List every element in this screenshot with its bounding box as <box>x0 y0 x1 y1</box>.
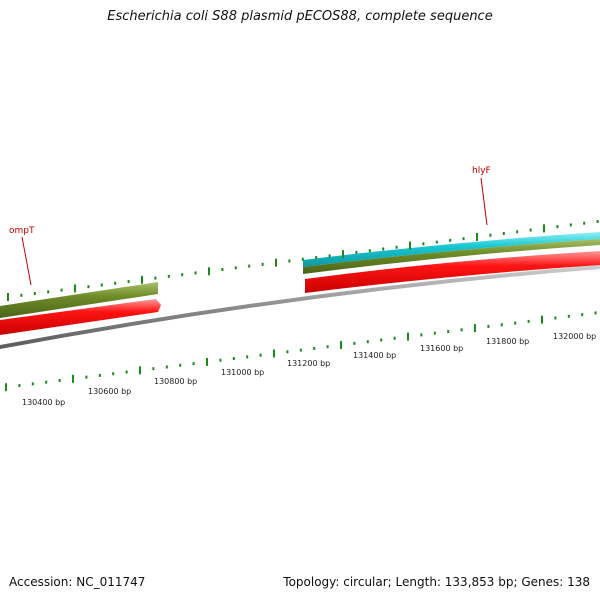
cds-arrow-left <box>0 299 161 335</box>
position-label: 131600 bp <box>420 344 463 353</box>
hlyF-leader-line <box>480 177 488 226</box>
gene-label-hlyF: hlyF <box>472 166 491 176</box>
cyan-feature-right <box>303 232 600 267</box>
gene-label-ompT: ompT <box>9 226 35 236</box>
position-label: 130800 bp <box>154 377 197 386</box>
plasmid-backbone <box>0 265 600 349</box>
accession-text: Accession: NC_011747 <box>9 575 146 589</box>
olive-feature-right <box>303 239 600 274</box>
ompT-leader-line <box>21 236 32 286</box>
olive-feature-left <box>0 282 158 318</box>
outer-tick-ring <box>7 220 599 301</box>
map-title: Escherichia coli S88 plasmid pECOS88, co… <box>107 9 493 24</box>
summary-text: Topology: circular; Length: 133,853 bp; … <box>283 575 590 589</box>
position-label: 130400 bp <box>22 398 65 407</box>
position-label: 131800 bp <box>486 337 529 346</box>
position-label: 130600 bp <box>88 387 131 396</box>
position-label: 131000 bp <box>221 368 264 377</box>
cds-arrow-right <box>305 251 600 293</box>
inner-tick-ring <box>5 311 597 392</box>
position-label: 131200 bp <box>287 359 330 368</box>
position-label: 132000 bp <box>553 332 596 341</box>
position-label: 131400 bp <box>353 351 396 360</box>
